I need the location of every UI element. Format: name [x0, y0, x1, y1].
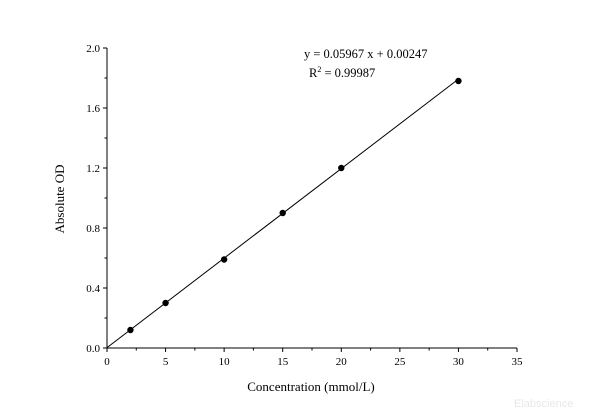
y-tick-label: 2.0 — [86, 43, 100, 55]
data-point — [127, 326, 134, 334]
x-axis-title: Concentration (mmol/L) — [247, 379, 374, 394]
r2-prefix: R — [309, 66, 318, 80]
r2-suffix: = 0.99987 — [321, 66, 375, 80]
data-points — [127, 77, 462, 334]
x-tick-label: 25 — [394, 356, 406, 368]
watermark: Elabscience — [514, 398, 573, 410]
ticks: 0 5 10 15 20 25 30 35 0.0 0.4 0.8 1.2 1.6 2.0 — [86, 43, 523, 368]
y-tick-label: 0.4 — [86, 283, 100, 295]
y-axis-title: Absolute OD — [52, 165, 67, 234]
x-tick-label: 0 — [104, 356, 110, 368]
x-tick-label: 10 — [219, 356, 231, 368]
x-tick-label: 15 — [277, 356, 289, 368]
x-tick-label: 30 — [453, 356, 465, 368]
data-point — [279, 209, 286, 217]
fit-r-squared: R2 = 0.99987 — [309, 65, 375, 80]
fit-equation: y = 0.05967 x + 0.00247 — [304, 47, 427, 61]
x-tick-label: 35 — [512, 356, 524, 368]
r2-superscript: 2 — [317, 65, 321, 74]
x-tick-label: 20 — [336, 356, 348, 368]
data-point — [220, 256, 228, 263]
y-tick-label: 0.8 — [86, 223, 100, 235]
x-tick-label: 5 — [163, 356, 169, 368]
y-tick-label: 0.0 — [86, 343, 100, 355]
data-point — [162, 299, 169, 307]
y-tick-label: 1.6 — [86, 103, 100, 115]
y-tick-label: 1.2 — [86, 163, 100, 175]
data-point — [338, 164, 345, 172]
data-point — [455, 77, 462, 85]
